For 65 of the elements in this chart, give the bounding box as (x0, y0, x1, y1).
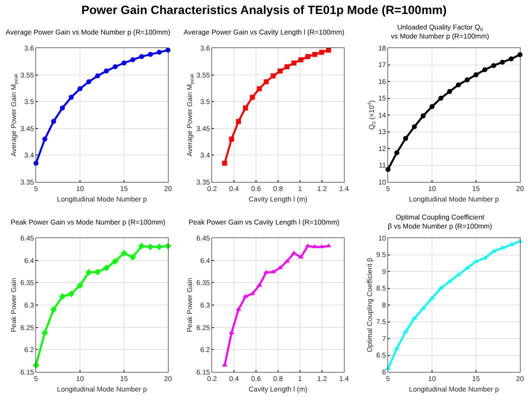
point (256, 86, 262, 92)
point (402, 329, 408, 334)
point (500, 60, 505, 65)
point (412, 124, 417, 130)
point (305, 54, 310, 60)
point (312, 52, 318, 57)
point (284, 64, 290, 70)
point (326, 48, 332, 53)
point (278, 68, 283, 74)
point (122, 60, 126, 66)
point (104, 68, 109, 74)
point (138, 242, 145, 250)
point (482, 67, 488, 72)
point (236, 118, 242, 124)
point (430, 104, 434, 110)
point (86, 79, 92, 84)
point (298, 57, 304, 62)
point (403, 136, 408, 141)
point (429, 296, 435, 300)
point (412, 316, 418, 320)
point (120, 250, 128, 256)
point (456, 82, 461, 88)
point (508, 56, 514, 62)
point (456, 272, 462, 276)
point (474, 72, 478, 78)
point (420, 113, 426, 118)
point (464, 77, 470, 82)
point (94, 268, 101, 276)
point (42, 136, 48, 142)
point (59, 293, 66, 300)
point (447, 89, 452, 94)
point (68, 94, 74, 100)
point (319, 50, 324, 55)
point (76, 282, 84, 289)
point (242, 106, 248, 111)
point (139, 54, 144, 60)
point (222, 160, 228, 166)
point (156, 50, 162, 55)
point (438, 96, 444, 101)
point (60, 106, 65, 111)
point (148, 52, 153, 57)
point (156, 244, 162, 250)
point (491, 63, 496, 68)
point (130, 57, 136, 62)
point (277, 265, 283, 270)
point (291, 60, 296, 66)
point (42, 329, 48, 336)
point (147, 244, 154, 250)
point (78, 86, 82, 92)
point (68, 290, 74, 298)
point (51, 118, 56, 124)
point (270, 73, 276, 78)
point (112, 64, 118, 70)
point (50, 306, 57, 313)
point (394, 150, 400, 156)
point (86, 269, 92, 276)
point (264, 79, 269, 84)
point (103, 264, 110, 272)
point (130, 254, 136, 260)
point (490, 248, 496, 253)
point (250, 94, 255, 100)
point (229, 136, 234, 142)
point (95, 73, 100, 78)
text: Power Gain Characteristics Analysis of TE01p Mode (R=100mm) (80, 2, 448, 19)
point (112, 258, 118, 264)
